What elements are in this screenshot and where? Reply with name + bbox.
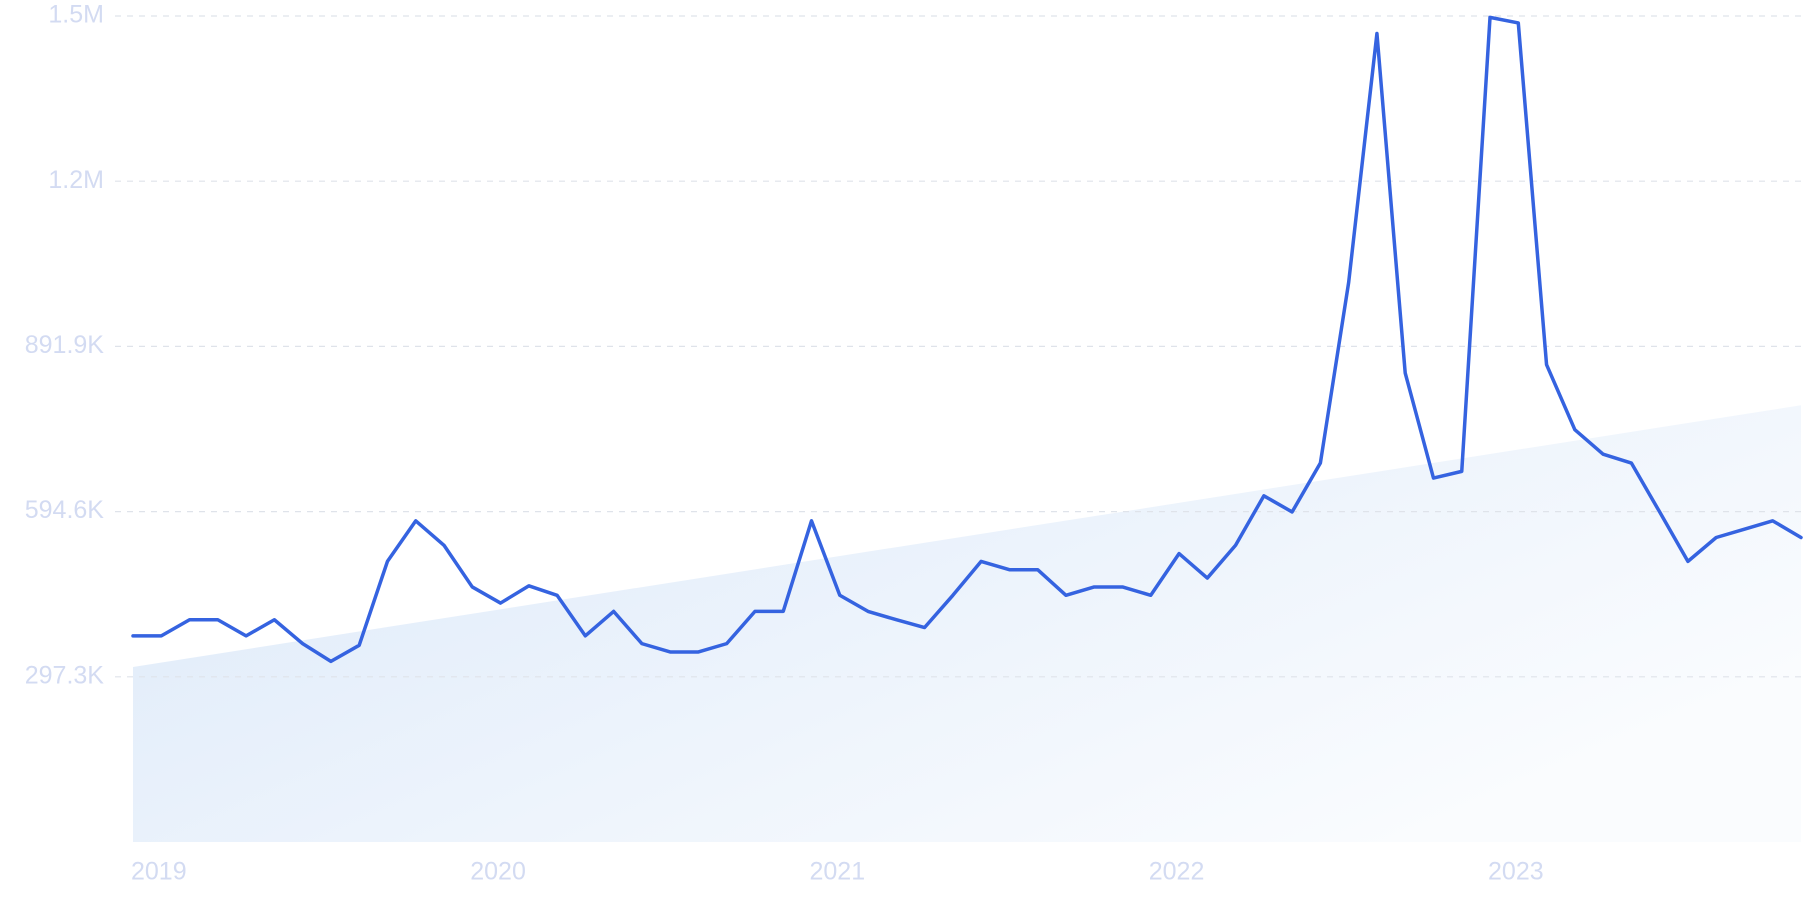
y-tick-label: 594.6K xyxy=(25,496,105,524)
x-tick-label: 2023 xyxy=(1488,858,1544,886)
y-tick-label: 297.3K xyxy=(25,661,105,689)
x-tick-label: 2019 xyxy=(131,858,187,886)
x-tick-label: 2021 xyxy=(810,858,866,886)
y-tick-label: 891.9K xyxy=(25,331,105,359)
line-series xyxy=(131,15,1803,664)
trend-area xyxy=(133,405,1801,842)
y-tick-label: 1.5M xyxy=(48,1,104,29)
x-tick-label: 2020 xyxy=(470,858,526,886)
x-tick-label: 2022 xyxy=(1149,858,1205,886)
y-tick-label: 1.2M xyxy=(48,166,104,194)
